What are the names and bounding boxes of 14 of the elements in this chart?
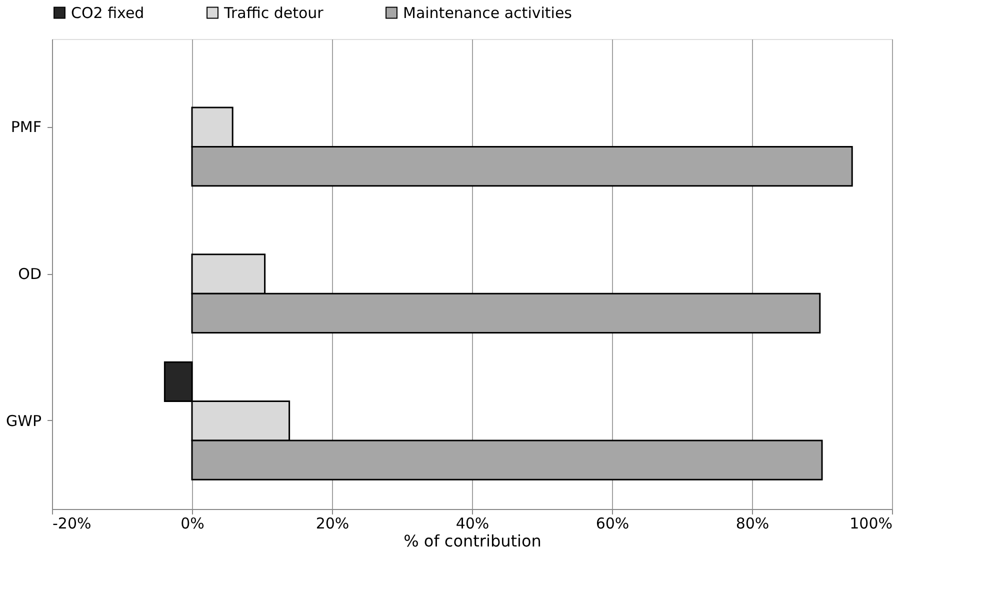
x-tick-label: 0% [180, 514, 204, 532]
y-tick-label: PMF [10, 118, 42, 136]
x-tick-label: 80% [736, 514, 770, 532]
x-tick-label: -20% [52, 514, 92, 532]
x-tick-label: 20% [316, 514, 350, 532]
legend-label: Maintenance activities [403, 4, 572, 22]
x-tick-label: 100% [850, 514, 892, 532]
x-axis-title: % of contribution [404, 532, 542, 550]
x-tick-label: 60% [596, 514, 630, 532]
legend-label: Traffic detour [223, 4, 324, 22]
y-tick-label: OD [18, 265, 42, 283]
y-tick-label: GWP [6, 412, 42, 430]
x-tick-label: 40% [456, 514, 490, 532]
legend-label: CO2 fixed [71, 4, 144, 22]
